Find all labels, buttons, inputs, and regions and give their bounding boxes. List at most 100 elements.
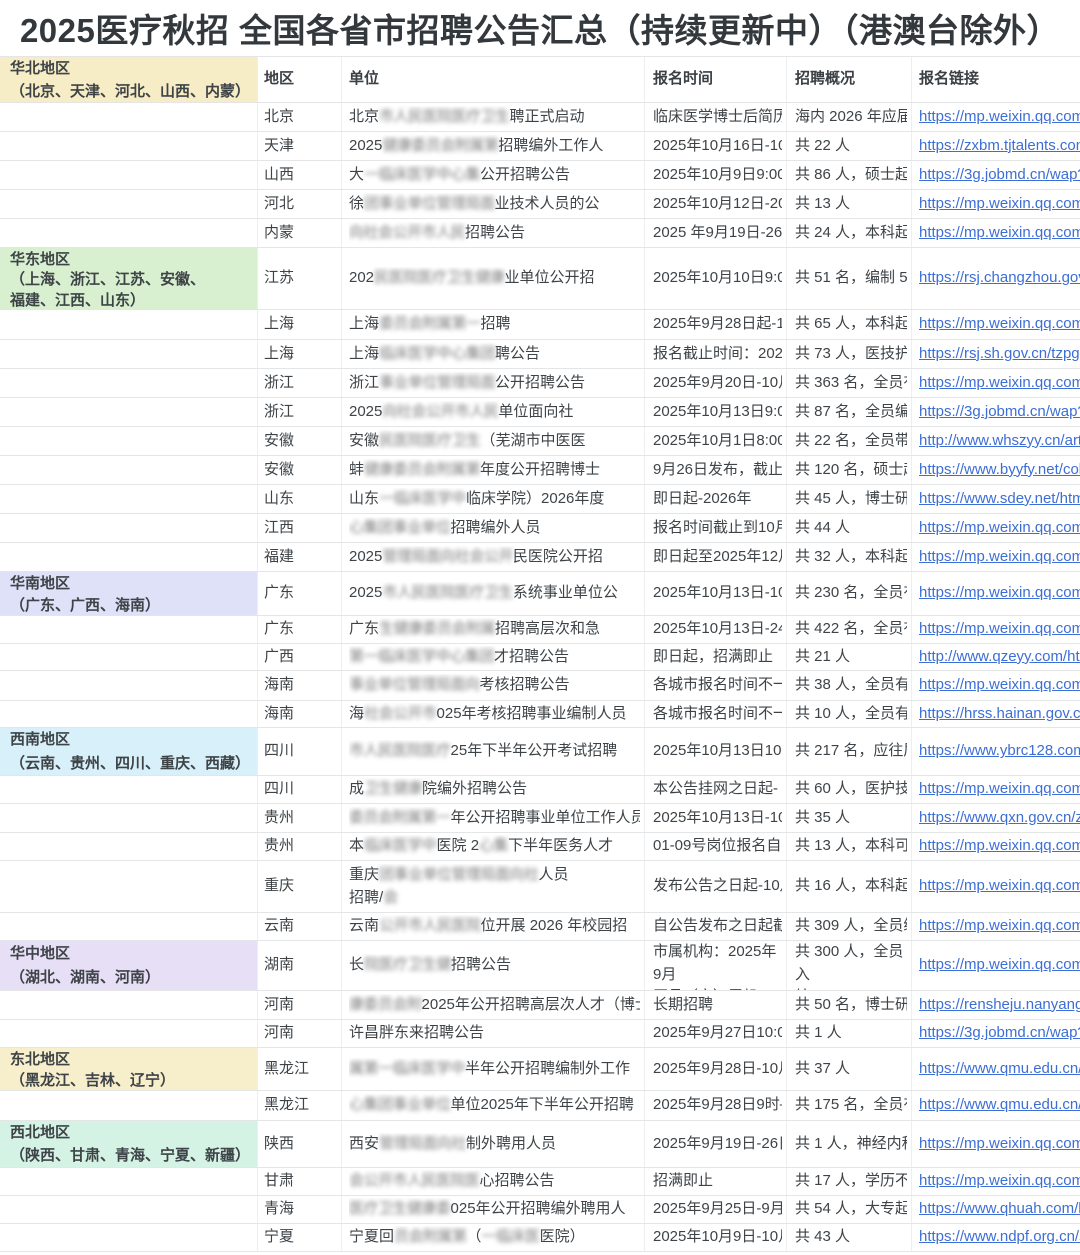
link-cell: http://www.qzeyy.com/htm <box>911 644 1080 670</box>
unit-cell: 云南公开市人民医院位开展 2026 年校园招 <box>341 913 644 940</box>
link-cell: https://www.qxn.gov.cn/zw <box>911 804 1080 832</box>
overview-cell: 共 21 人 <box>786 644 911 670</box>
unit-text: 属第一临床医学中半年公开招聘编制外工作 <box>349 1059 631 1077</box>
time-cell: 2025年9月28日起-10. <box>644 310 786 339</box>
registration-link[interactable]: https://www.byyfy.net/col2 <box>919 460 1080 478</box>
table-row: 广西 第一临床医学中心集团才招聘公告 即日起，招满即止 共 21 人 http://ww… <box>0 644 1080 671</box>
link-wrap: https://mp.weixin.qq.com/s <box>919 546 1080 569</box>
registration-link[interactable]: https://mp.weixin.qq.com/s <box>919 780 1080 798</box>
province-cell: 湖南 <box>257 941 341 990</box>
registration-link[interactable]: https://www.ndpf.org.cn/sw <box>919 1228 1080 1246</box>
link-wrap: https://hrss.hainan.gov.cn/ <box>919 703 1080 726</box>
link-wrap: https://mp.weixin.qq.com/s <box>919 954 1080 977</box>
registration-link[interactable]: https://rsj.changzhou.gov. <box>919 269 1080 287</box>
table-row: 重庆 重庆团事业单位管理局面向社人员 招聘/会 发布公告之日起-10月共 16 人，本… <box>0 861 1080 913</box>
registration-link[interactable]: https://mp.weixin.qq.com/s <box>919 518 1080 536</box>
table-body: 华北地区 （北京、天津、河北、山西、内蒙） 地区 单位 报名时间 招聘概况 报名链接 北京 北京… <box>0 57 1080 1252</box>
registration-link[interactable]: https://mp.weixin.qq.com/s <box>919 107 1080 125</box>
region-group-cell-empty <box>0 1091 257 1120</box>
table-row: 西南地区 （云南、贵州、四川、重庆、西藏） 四川 市人民医院医疗25年下半年公开考试招… <box>0 728 1080 776</box>
registration-link[interactable]: https://www.qhuah.com/ht <box>919 1200 1080 1218</box>
link-cell: https://3g.jobmd.cn/wap?r <box>911 161 1080 189</box>
redacted-text: 属第一临床医学中 <box>349 1059 466 1077</box>
registration-link[interactable]: https://mp.weixin.qq.com/s <box>919 837 1080 855</box>
registration-link[interactable]: https://mp.weixin.qq.com/s <box>919 1134 1080 1152</box>
registration-link[interactable]: https://mp.weixin.qq.com/s <box>919 194 1080 212</box>
overview-text: 共 37 人 <box>795 1059 851 1077</box>
overview-text: 共 175 名，全员有编 <box>795 1096 907 1114</box>
province-cell: 河南 <box>257 1020 341 1047</box>
link-cell: https://mp.weixin.qq.com/s <box>911 1168 1080 1195</box>
registration-link[interactable]: https://rensheju.nanyang.g <box>919 995 1080 1013</box>
time-cell: 招满即止 <box>644 1168 786 1195</box>
redacted-text: 团事业单位管理局面 <box>364 194 495 212</box>
time-text: 2025年10月13日9:00- <box>653 402 782 420</box>
registration-link[interactable]: https://3g.jobmd.cn/wap?r <box>919 1024 1080 1042</box>
province-label: 山东 <box>264 489 295 507</box>
region-group-cell-empty <box>0 427 257 455</box>
time-text: 市属机构：2025年9月 区县（市）属机构：20 <box>653 943 777 990</box>
registration-link[interactable]: http://www.qzeyy.com/htm <box>919 647 1080 665</box>
redacted-text: 事业单位管理局面 <box>379 373 496 391</box>
unit-cell: 2025市人民医院医疗卫生系统事业单位公 <box>341 572 644 615</box>
overview-cell: 共 45 人，博士研究 <box>786 485 911 513</box>
registration-link[interactable]: https://www.sdey.net/html <box>919 489 1080 507</box>
registration-link[interactable]: https://mp.weixin.qq.com/s <box>919 373 1080 391</box>
time-text: 9月26日发布，截止日 <box>653 460 782 478</box>
unit-cell: 202民医院医疗卫生健康业单位公开招 <box>341 248 644 309</box>
registration-link[interactable]: https://mp.weixin.qq.com/s <box>919 315 1080 333</box>
overview-cell: 共 35 人 <box>786 804 911 832</box>
time-cell: 9月26日发布，截止日 <box>644 456 786 484</box>
overview-text: 共 35 人 <box>795 808 851 826</box>
registration-link[interactable]: https://mp.weixin.qq.com/s <box>919 547 1080 565</box>
unit-text: 重庆团事业单位管理局面向社人员 招聘/会 <box>349 866 569 906</box>
registration-link[interactable]: https://mp.weixin.qq.com/s <box>919 956 1080 974</box>
overview-cell: 共 24 人，本科起投 <box>786 219 911 247</box>
registration-link[interactable]: https://mp.weixin.qq.com/s <box>919 584 1080 602</box>
province-label: 宁夏 <box>264 1228 295 1246</box>
province-label: 陕西 <box>264 1134 295 1152</box>
registration-link[interactable]: https://rsj.sh.gov.cn/tzpgg <box>919 344 1080 362</box>
time-cell: 01-09号岗位报名自招 <box>644 833 786 860</box>
registration-link[interactable]: https://mp.weixin.qq.com/s <box>919 223 1080 241</box>
registration-link[interactable]: http://www.whszyy.cn/artic <box>919 431 1080 449</box>
unit-cell: 安徽民医院医疗卫生（芜湖市中医医 <box>341 427 644 455</box>
province-label: 江苏 <box>264 269 295 287</box>
region-group-name: 东北地区 <box>10 1051 71 1068</box>
registration-link[interactable]: https://mp.weixin.qq.com/s <box>919 1172 1080 1190</box>
overview-cell: 共 73 人，医技护研 <box>786 340 911 368</box>
unit-text: 心集团事业单位招聘编外人员 <box>349 518 541 536</box>
registration-link[interactable]: https://mp.weixin.qq.com/s <box>919 676 1080 694</box>
unit-cell: 医疗卫生健康委025年公开招聘编外聘用人 <box>341 1196 644 1223</box>
region-group-name: 华中地区 <box>10 945 71 963</box>
registration-link[interactable]: https://3g.jobmd.cn/wap?r <box>919 402 1080 420</box>
redacted-text: 生健康委员会附属 <box>379 620 496 638</box>
registration-link[interactable]: https://www.qmu.edu.cn/2 <box>919 1096 1080 1114</box>
registration-link[interactable]: https://3g.jobmd.cn/wap?r <box>919 165 1080 183</box>
province-label: 河北 <box>264 194 295 212</box>
unit-text: 会公开市人民医院医心招聘公告 <box>349 1172 555 1190</box>
unit-text: 蚌健康委员会附属第年度公开招聘博士 <box>349 460 601 478</box>
registration-link[interactable]: https://hrss.hainan.gov.cn/ <box>919 704 1080 722</box>
province-cell: 陕西 <box>257 1121 341 1167</box>
column-header-label: 招聘概况 <box>795 70 856 88</box>
link-cell: https://rsj.sh.gov.cn/tzpgg <box>911 340 1080 368</box>
overview-cell: 共 43 人 <box>786 1224 911 1251</box>
unit-cell: 重庆团事业单位管理局面向社人员 招聘/会 <box>341 861 644 912</box>
registration-link[interactable]: https://mp.weixin.qq.com/s <box>919 917 1080 935</box>
unit-cell: 2025向社会公开市人民单位面向社 <box>341 398 644 426</box>
region-group-cell-empty <box>0 991 257 1019</box>
registration-link[interactable]: https://www.ybrc128.com/ <box>919 742 1080 760</box>
unit-text: 2025健康委员会附属第招聘编外工作人 <box>349 136 604 154</box>
registration-link[interactable]: https://zxbm.tjtalents.com <box>919 136 1080 154</box>
overview-text: 共 73 人，医技护研 <box>795 344 907 362</box>
registration-link[interactable]: https://www.qmu.edu.cn/2 <box>919 1059 1080 1077</box>
registration-link[interactable]: https://mp.weixin.qq.com/s <box>919 620 1080 638</box>
overview-text: 共 1 人，神经内科 <box>795 1134 907 1152</box>
unit-text: 本临床医学中医院 2心集下半年医务人才 <box>349 837 614 855</box>
overview-text: 共 16 人，本科起投 <box>795 877 907 895</box>
registration-link[interactable]: https://mp.weixin.qq.com/s <box>919 877 1080 895</box>
province-cell: 广东 <box>257 616 341 643</box>
registration-link[interactable]: https://www.qxn.gov.cn/zw <box>919 808 1080 826</box>
redacted-text: 团事业单位管理局面向社 <box>379 866 539 883</box>
